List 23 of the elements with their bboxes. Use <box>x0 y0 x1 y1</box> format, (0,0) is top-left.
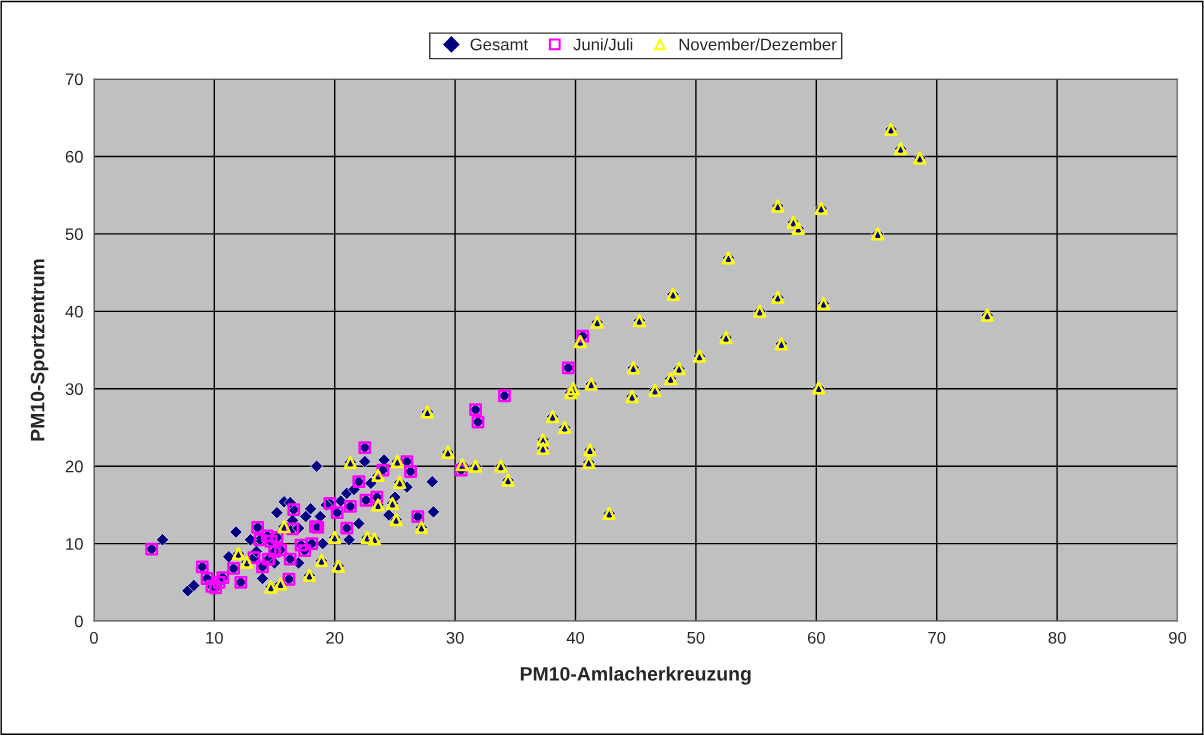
x-tick-label: 80 <box>1048 631 1066 644</box>
legend-label: Juni/Juli <box>573 38 633 51</box>
y-tick-label: 60 <box>65 150 83 163</box>
x-tick-label: 30 <box>446 631 464 644</box>
x-tick-label: 10 <box>206 631 223 644</box>
x-tick-label: 0 <box>89 631 98 644</box>
x-tick-label: 50 <box>687 631 705 644</box>
x-tick-label: 70 <box>928 631 946 644</box>
x-tick-label: 90 <box>1169 631 1187 644</box>
y-tick-label: 30 <box>65 383 83 395</box>
x-tick-label: 40 <box>566 631 585 644</box>
x-tick-label: 20 <box>326 631 344 644</box>
legend-label: November/Dezember <box>679 38 837 51</box>
y-tick-label: 70 <box>65 73 83 86</box>
y-tick-label: 50 <box>65 228 83 241</box>
y-axis-title: PM10-Sportzentrum <box>30 259 49 441</box>
y-tick-label: 20 <box>65 460 83 473</box>
legend-label: Gesamt <box>470 38 528 51</box>
y-tick-label: 10 <box>66 538 83 550</box>
x-axis-title: PM10-Amlacherkreuzung <box>520 666 751 685</box>
y-tick-label: 40 <box>65 305 83 318</box>
x-tick-label: 60 <box>807 631 825 644</box>
y-tick-label: 0 <box>74 615 83 628</box>
